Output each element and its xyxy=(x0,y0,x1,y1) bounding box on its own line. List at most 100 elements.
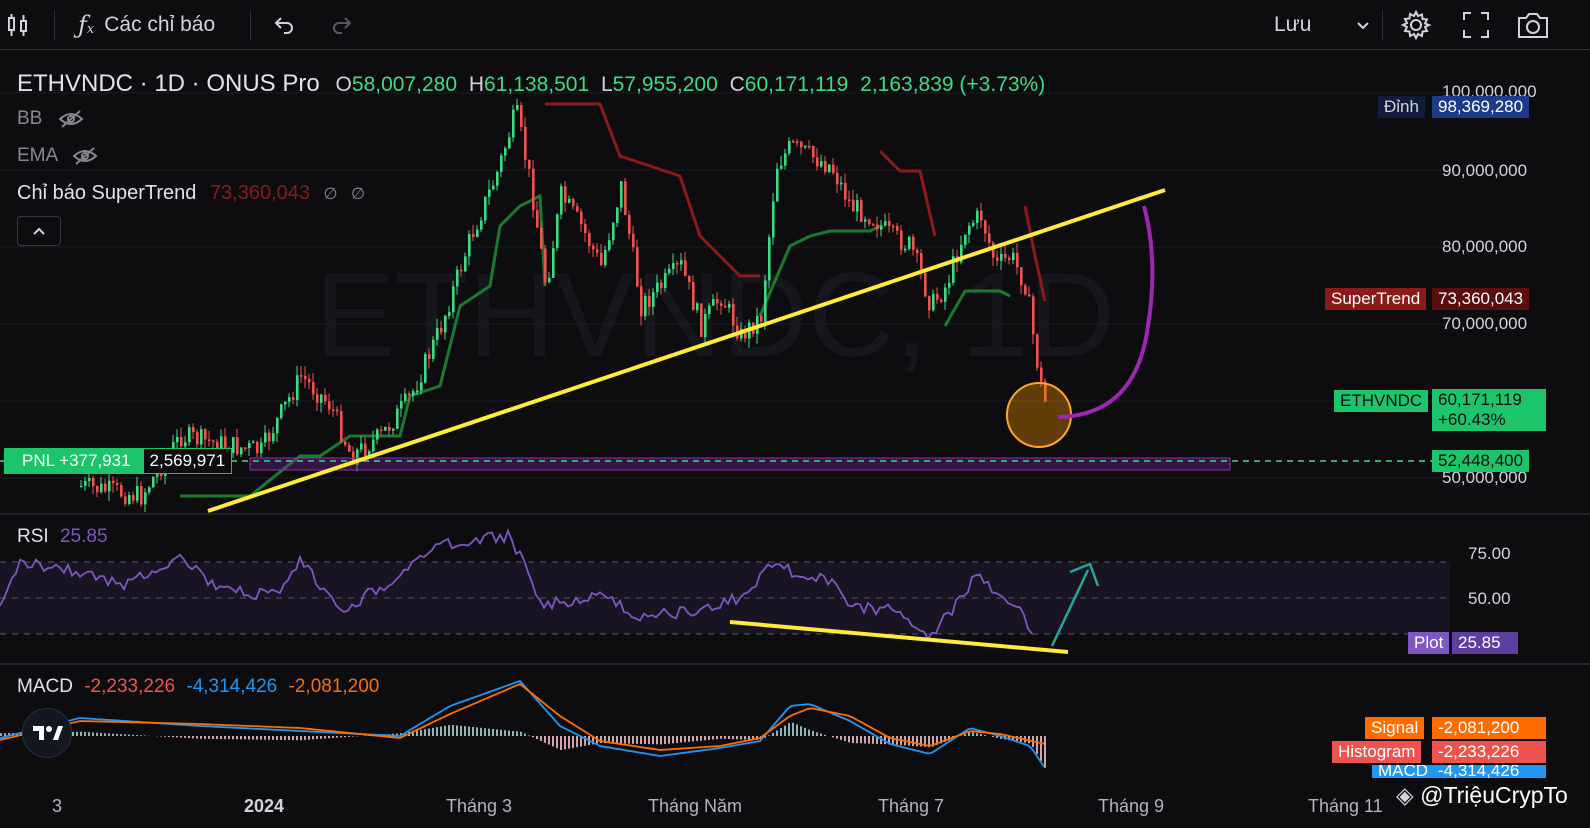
histogram-bar xyxy=(132,734,134,736)
histogram-bar xyxy=(908,736,910,746)
rsi-arrow-shaft[interactable] xyxy=(1050,569,1090,647)
histogram-bar xyxy=(188,736,190,739)
tradingview-logo[interactable] xyxy=(22,708,72,758)
histogram-bar xyxy=(268,736,270,740)
signal-line xyxy=(0,682,1045,751)
undo-icon[interactable] xyxy=(272,0,296,50)
histogram-tag: Histogram xyxy=(1332,741,1422,763)
histogram-bar xyxy=(448,725,450,736)
histogram-bar xyxy=(456,725,458,736)
histogram-bar xyxy=(204,736,206,739)
histogram-bar xyxy=(864,736,866,744)
symbol-legend: ETHVNDC · 1D · ONUS Pro O58,007,280 H61,… xyxy=(17,70,1045,98)
rsi-arrow-head xyxy=(1069,562,1100,587)
chevron-up-icon xyxy=(33,227,45,235)
settings-icon[interactable] xyxy=(1400,0,1432,50)
supertrend-legend[interactable]: Chỉ báo SuperTrend 73,360,043 ∅ ∅ xyxy=(17,182,365,205)
macd-legend[interactable]: MACD -2,233,226 -4,314,426 -2,081,200 xyxy=(17,676,379,698)
redo-icon[interactable] xyxy=(330,0,354,50)
histogram-bar xyxy=(912,736,914,746)
ema-legend[interactable]: EMA xyxy=(17,145,98,167)
histogram-bar xyxy=(228,736,230,740)
time-tick: 3 xyxy=(52,796,63,816)
histogram-bar xyxy=(4,733,6,736)
price-tick: 70,000,000 xyxy=(1442,314,1528,333)
histogram-bar xyxy=(936,736,938,745)
camera-icon[interactable] xyxy=(1516,0,1550,50)
histogram-bar xyxy=(440,726,442,736)
candle-body xyxy=(400,401,403,409)
candle-body xyxy=(652,292,655,307)
chevron-down-icon xyxy=(1357,21,1370,29)
histogram-bar xyxy=(1036,736,1038,754)
candle-body xyxy=(460,269,463,272)
eye-off-icon[interactable] xyxy=(58,109,84,129)
candle-body xyxy=(680,260,683,265)
candles-icon[interactable] xyxy=(6,0,36,50)
candle-body xyxy=(252,441,255,444)
rsi-legend[interactable]: RSI 25.85 xyxy=(17,526,108,548)
histogram-bar xyxy=(576,736,578,748)
price-tick: 50,000,000 xyxy=(1442,468,1528,487)
histogram-bar xyxy=(820,733,822,736)
collapse-legend-button[interactable] xyxy=(17,216,61,246)
price-chart[interactable]: ETHVNDC, 1D xyxy=(0,56,1590,514)
candle-body xyxy=(288,397,291,402)
candle-body xyxy=(272,433,275,442)
candle-body xyxy=(692,281,695,311)
time-axis[interactable]: 3 2024 Tháng 3 Tháng Năm Tháng 7 Tháng 9… xyxy=(0,782,1590,828)
eye-off-icon[interactable] xyxy=(72,146,98,166)
histogram-bar xyxy=(880,736,882,745)
fullscreen-icon[interactable] xyxy=(1462,0,1490,50)
rsi-pane[interactable]: RSI 25.85 75.00 50.00 Plot 25.85 xyxy=(0,516,1590,664)
histogram-bar xyxy=(512,731,514,736)
histogram-bar xyxy=(324,736,326,739)
candle-body xyxy=(308,379,311,383)
bb-legend[interactable]: BB xyxy=(17,108,84,130)
rsi-divergence-line[interactable] xyxy=(729,620,1069,654)
histogram-bar xyxy=(436,727,438,736)
pane-divider[interactable] xyxy=(0,513,1590,515)
macd-pane[interactable]: MACD -2,233,226 -4,314,426 -2,081,200 Si… xyxy=(0,666,1590,784)
macd-histogram xyxy=(0,722,1046,768)
candle-body xyxy=(356,449,359,465)
position-price: 52,448,400 xyxy=(1432,450,1530,472)
support-trendline[interactable] xyxy=(207,188,1166,513)
credit-watermark: ◈ @TriệuCrypTo xyxy=(1396,782,1568,809)
candle-body xyxy=(952,256,955,283)
candle-body xyxy=(552,247,555,278)
supertrend-up xyxy=(180,193,547,498)
candle-body xyxy=(480,220,483,230)
candle-body xyxy=(588,233,591,246)
save-button[interactable]: Lưu xyxy=(1274,0,1371,50)
candle-body xyxy=(372,439,375,452)
candle-body xyxy=(860,200,863,222)
candle-body xyxy=(968,225,971,235)
symbol-title[interactable]: ETHVNDC · 1D · ONUS Pro xyxy=(17,70,320,97)
indicators-button[interactable]: ƒx Các chỉ báo xyxy=(78,0,215,50)
pnl-badge[interactable]: PNL +377,931 2,569,971 xyxy=(4,448,233,474)
candle-body xyxy=(208,439,211,442)
histogram-bar xyxy=(684,736,686,743)
candle-body xyxy=(476,229,479,237)
rsi-legend-value: 25.85 xyxy=(59,526,108,547)
projection-curve[interactable] xyxy=(1057,205,1155,419)
candle-body xyxy=(232,437,235,453)
price-pane[interactable]: ETHVNDC, 1D ETHVNDC · 1D · ONUS Pro O58,… xyxy=(0,56,1590,514)
candle-body xyxy=(604,249,607,266)
histogram-bar xyxy=(496,729,498,736)
rsi-chart[interactable] xyxy=(0,516,1590,664)
supertrend-tag: SuperTrend xyxy=(1325,288,1427,310)
supertrend-down xyxy=(878,149,937,237)
candle-body xyxy=(340,411,343,442)
time-tick: Tháng Năm xyxy=(648,796,743,816)
histogram-bar xyxy=(236,736,238,740)
candle-body xyxy=(336,409,339,412)
candle-body xyxy=(928,296,931,311)
histogram-bar xyxy=(748,736,750,740)
histogram-bar xyxy=(308,736,310,740)
macd-tag: MACD xyxy=(1372,765,1435,778)
histogram-bar xyxy=(716,736,718,740)
pane-divider[interactable] xyxy=(0,663,1590,665)
histogram-bar xyxy=(80,731,82,736)
